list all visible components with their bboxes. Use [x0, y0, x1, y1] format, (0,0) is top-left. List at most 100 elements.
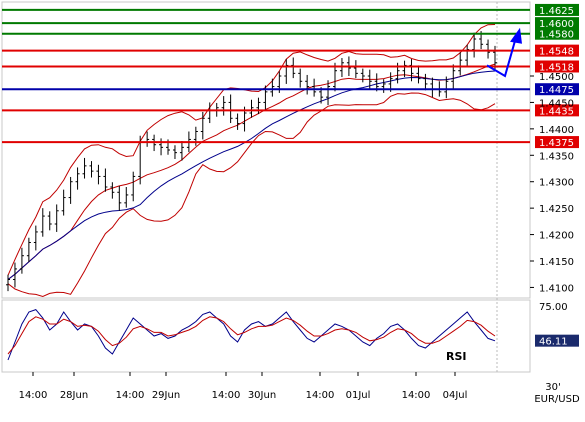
ohlc-bar	[416, 65, 421, 84]
y-tick-label: 1.4150	[539, 257, 574, 268]
ohlc-bar	[131, 171, 136, 202]
ohlc-bar	[458, 52, 463, 76]
level-tag	[535, 17, 579, 30]
ohlc-bar	[360, 68, 365, 83]
forecast-arrow	[486, 33, 518, 78]
y-tick-label: 1.4200	[539, 231, 574, 242]
x-tick-label: 14:00	[116, 390, 145, 401]
ohlc-bar	[353, 60, 358, 79]
x-tick-label: 14:00	[19, 390, 48, 401]
ohlc-bar	[312, 78, 317, 97]
ohlc-bar	[291, 57, 296, 79]
ohlc-bar	[82, 157, 87, 179]
ohlc-bar	[221, 96, 226, 116]
ohlc-bar	[332, 62, 337, 92]
ohlc-bar	[409, 59, 414, 82]
level-tag-label: 1.4548	[539, 47, 574, 58]
x-tick-label: 29Jun	[152, 390, 180, 401]
ohlc-bar	[228, 94, 233, 124]
ohlc-bar	[339, 58, 344, 78]
ohlc-bar	[305, 74, 310, 95]
ohlc-bar	[75, 167, 80, 190]
ohlc-bar	[444, 76, 449, 99]
moving-average-line	[7, 70, 496, 280]
ohlc-bar	[472, 32, 477, 58]
y-tick-label: 1.4400	[539, 125, 574, 136]
rsi-signal-line	[7, 316, 496, 355]
level-tag-label: 1.4435	[539, 106, 574, 117]
ohlc-bar	[486, 39, 491, 59]
x-tick-label: 30Jun	[248, 390, 276, 401]
ohlc-bar	[124, 187, 129, 208]
x-tick-label: 14:00	[402, 390, 431, 401]
ohlc-bar	[40, 208, 45, 237]
level-tag-label: 1.4518	[539, 62, 574, 73]
ohlc-bar	[96, 164, 101, 185]
ohlc-bar	[172, 145, 177, 159]
y-tick-label: 1.4500	[539, 72, 574, 83]
ohlc-bar	[451, 64, 456, 90]
ohlc-bar	[298, 68, 303, 88]
ohlc-bar	[19, 247, 24, 274]
rsi-y-tick-label: 75.00	[539, 302, 568, 313]
ohlc-bar	[465, 44, 470, 67]
ohlc-bar	[68, 176, 73, 204]
ohlc-bar	[249, 99, 254, 118]
ohlc-bar	[89, 161, 94, 178]
instrument-label: EUR/USD	[534, 394, 580, 405]
ohlc-bar	[200, 111, 205, 140]
ohlc-bar	[26, 237, 31, 263]
ohlc-bar	[270, 78, 275, 97]
bollinger-upper	[7, 24, 496, 276]
y-tick-label: 1.4350	[539, 151, 574, 162]
ohlc-bar	[6, 274, 10, 292]
time-axis: 14:00 28Jun 14:00 29Jun 14:00 30Jun 14:00 01Jul…	[19, 372, 468, 401]
x-tick-label: 14:00	[306, 390, 335, 401]
level-tag-label: 1.4600	[539, 19, 574, 30]
y-tick-label: 1.4300	[539, 178, 574, 189]
rsi-value-tag	[535, 334, 579, 347]
y-tick-label: 1.4450	[539, 98, 574, 109]
rsi-value-label: 46.11	[539, 337, 568, 348]
ohlc-bar	[54, 204, 59, 232]
ohlc-bar	[117, 185, 122, 211]
ohlc-bar	[235, 113, 240, 130]
grid	[1, 1, 531, 373]
x-tick-label: 14:00	[212, 390, 241, 401]
ohlc-bar	[423, 73, 428, 91]
y-tick-label: 1.4100	[539, 283, 574, 294]
x-tick-label: 01Jul	[346, 390, 371, 401]
rsi-label: RSI	[446, 350, 467, 363]
forecast-arrow-head	[510, 27, 522, 44]
level-tag-label: 1.4375	[539, 138, 574, 149]
ohlc-bar	[103, 168, 108, 192]
bollinger-lower	[7, 92, 496, 298]
level-tag	[535, 136, 579, 149]
price-panel-frame	[1, 1, 531, 299]
y-tick-label: 1.4250	[539, 204, 574, 215]
ohlc-bar	[179, 141, 184, 161]
ohlc-bar	[33, 225, 38, 251]
rsi-panel: 75.00 46.11	[7, 302, 579, 361]
level-tag	[535, 27, 579, 40]
level-tag-label: 1.4625	[539, 6, 574, 17]
level-tag	[535, 83, 579, 96]
level-tag	[535, 3, 579, 16]
level-tag	[535, 44, 579, 57]
ohlc-bar	[381, 79, 386, 93]
level-tag-label: 1.4580	[539, 30, 574, 41]
ohlc-bar	[47, 211, 52, 231]
ohlc-bar	[367, 69, 372, 90]
level-tag	[535, 104, 579, 117]
ohlc-bar	[110, 182, 115, 199]
x-tick-label: 04Jul	[443, 390, 468, 401]
ohlc-bar	[61, 189, 66, 216]
ohlc-bar	[402, 60, 407, 78]
ohlc-bar	[284, 59, 289, 84]
price-axis: 1.4100 1.4150 1.4200 1.4250 1.4300 1.4350 1.44…	[530, 72, 574, 294]
ohlc-bar	[12, 262, 17, 288]
level-tag-label: 1.4475	[539, 85, 574, 96]
moving-average	[7, 70, 496, 280]
